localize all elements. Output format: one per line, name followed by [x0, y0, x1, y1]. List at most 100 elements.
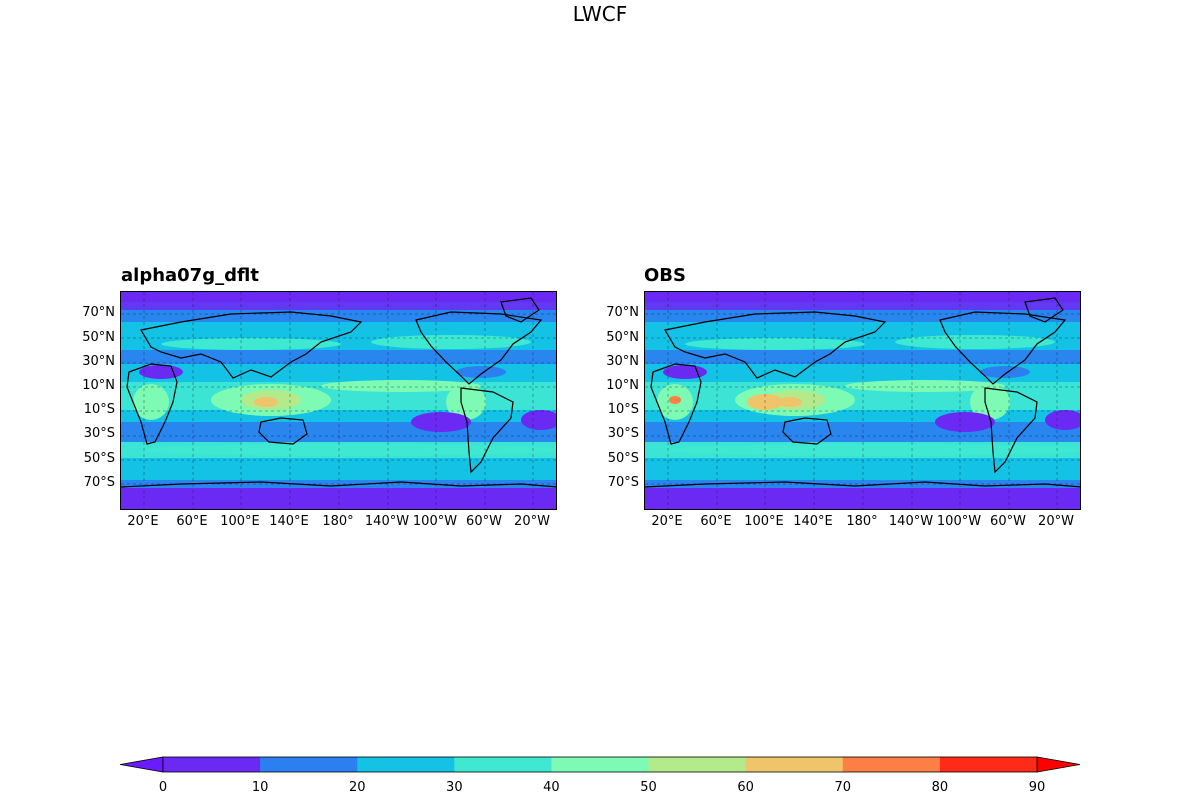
field-blob	[778, 397, 802, 407]
field-band	[645, 458, 1080, 480]
panel-title-right: OBS	[644, 265, 686, 286]
coastline	[126, 363, 178, 445]
field-band	[645, 364, 1080, 382]
lon-tick-label: 140°W	[888, 514, 934, 529]
colorbar-outline	[162, 756, 1038, 773]
lat-tick-label: 70°N	[606, 305, 639, 320]
lat-tick-label: 10°S	[607, 402, 639, 417]
map-panel-left	[120, 291, 557, 510]
field-band	[645, 350, 1080, 364]
colorbar-tick-label: 70	[834, 780, 852, 795]
lat-tick-label: 30°N	[606, 354, 639, 369]
lat-tick-label: 30°S	[83, 426, 115, 441]
lon-tick-label: 180°	[846, 514, 878, 529]
field-antarctic	[121, 488, 556, 509]
coastline	[650, 363, 702, 445]
colorbar-segment	[260, 757, 358, 772]
colorbar-segment	[745, 757, 844, 772]
lon-tick-label: 60°E	[176, 514, 208, 529]
coastline-antarctica	[121, 481, 556, 488]
field-blob	[895, 335, 1055, 349]
lon-tick-label: 60°W	[990, 514, 1026, 529]
colorbar-segment	[939, 757, 1038, 772]
field-blob	[321, 380, 481, 392]
field-blob	[845, 380, 1005, 392]
lat-tick-label: 50°N	[82, 330, 115, 345]
coastline	[258, 417, 308, 445]
lat-tick-label: 50°S	[83, 451, 115, 466]
field-blob	[935, 412, 995, 432]
lat-tick-label: 70°S	[607, 475, 639, 490]
lat-tick-label: 50°S	[607, 451, 639, 466]
colorbar-tick-label: 40	[543, 780, 560, 795]
lon-tick-label: 60°W	[466, 514, 502, 529]
field-arctic	[645, 292, 1080, 302]
lon-tick-label: 140°E	[269, 514, 309, 529]
lon-tick-label: 100°W	[936, 514, 982, 529]
lat-tick-label: 50°N	[606, 330, 639, 345]
colorbar-tick-label: 0	[158, 780, 168, 795]
coastline	[782, 417, 832, 445]
field-band	[121, 350, 556, 364]
lon-tick-label: 180°	[322, 514, 354, 529]
coastline	[415, 311, 543, 385]
field-blob	[456, 366, 506, 378]
field-blob	[669, 396, 681, 404]
map-svg	[645, 292, 1080, 509]
lat-tick-label: 70°N	[82, 305, 115, 320]
colorbar-segment	[163, 757, 261, 772]
lon-tick-label: 140°E	[793, 514, 833, 529]
colorbar-extend-max	[1036, 756, 1081, 773]
colorbar-extend-min	[119, 756, 164, 773]
field-arctic	[121, 292, 556, 302]
field-blob	[980, 366, 1030, 378]
colorbar-tick-label: 80	[931, 780, 949, 795]
field-blob	[254, 397, 278, 407]
lat-tick-label: 10°N	[82, 378, 115, 393]
colorbar-segment	[648, 757, 747, 772]
field-blob	[663, 365, 707, 379]
lon-tick-label: 100°E	[744, 514, 784, 529]
figure-title: LWCF	[572, 2, 628, 26]
colorbar-segment	[454, 757, 552, 772]
lon-tick-label: 20°E	[651, 514, 683, 529]
colorbar-tick-label: 10	[251, 780, 269, 795]
field-blob	[1045, 410, 1080, 430]
field-blob	[161, 338, 341, 350]
colorbar-tick-label: 20	[348, 780, 366, 795]
field-band	[121, 458, 556, 480]
lon-tick-label: 100°E	[220, 514, 260, 529]
field-blob	[139, 365, 183, 379]
field-band	[121, 364, 556, 382]
coastline-antarctica	[645, 481, 1080, 488]
lat-tick-label: 10°S	[83, 402, 115, 417]
colorbar	[119, 756, 1081, 773]
field-antarctic	[645, 488, 1080, 509]
lon-tick-label: 20°W	[514, 514, 550, 529]
colorbar-tick-label: 50	[640, 780, 657, 795]
map-svg	[121, 292, 556, 509]
lon-tick-label: 100°W	[412, 514, 458, 529]
field-blob	[371, 335, 531, 349]
map-panel-right	[644, 291, 1081, 510]
lat-tick-label: 30°N	[82, 354, 115, 369]
coastline	[939, 311, 1067, 385]
field-blob	[141, 444, 556, 456]
colorbar-segment	[842, 757, 941, 772]
coastline	[500, 297, 540, 323]
lon-tick-label: 60°E	[700, 514, 732, 529]
field-blob	[133, 384, 169, 420]
colorbar-tick-label: 90	[1028, 780, 1046, 795]
colorbar-tick-label: 60	[737, 780, 754, 795]
coastline	[664, 311, 887, 379]
lon-tick-label: 20°E	[127, 514, 159, 529]
colorbar-segment	[551, 757, 650, 772]
colorbar-segment	[357, 757, 455, 772]
lon-tick-label: 20°W	[1038, 514, 1074, 529]
lat-tick-label: 30°S	[607, 426, 639, 441]
lat-tick-label: 70°S	[83, 475, 115, 490]
field-blob	[665, 444, 1080, 456]
lat-tick-label: 10°N	[606, 378, 639, 393]
coastline	[1024, 297, 1064, 323]
lon-tick-label: 140°W	[364, 514, 410, 529]
